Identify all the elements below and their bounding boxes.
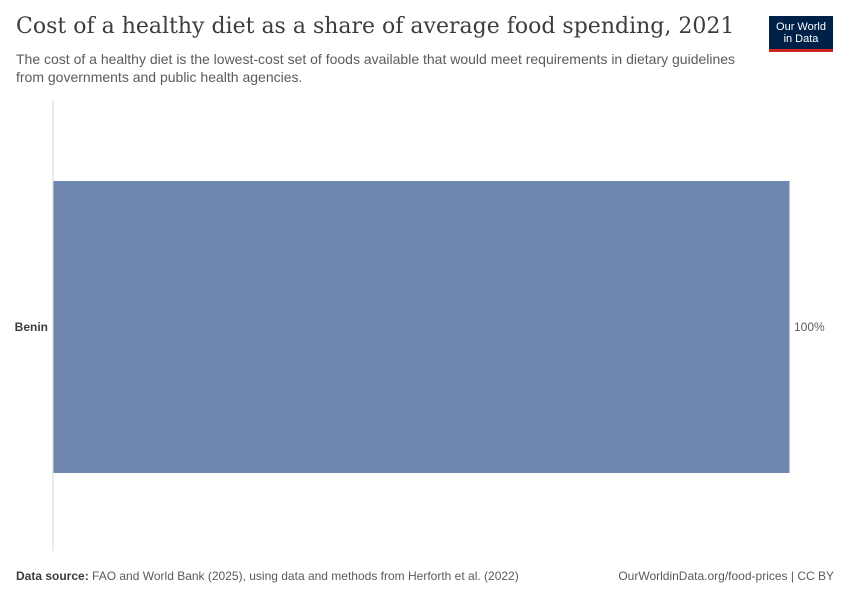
data-source: Data source: FAO and World Bank (2025), … bbox=[16, 569, 519, 583]
data-source-text[interactable]: FAO and World Bank (2025), using data an… bbox=[92, 569, 519, 583]
chart-subtitle: The cost of a healthy diet is the lowest… bbox=[16, 51, 736, 85]
value-label: 100% bbox=[794, 320, 825, 334]
logo-line-2: in Data bbox=[783, 33, 819, 45]
bar-benin bbox=[53, 181, 790, 473]
chart-title: Cost of a healthy diet as a share of ave… bbox=[16, 14, 735, 39]
data-source-label: Data source: bbox=[16, 569, 89, 583]
logo-line-1: Our World bbox=[776, 21, 826, 33]
owid-logo[interactable]: Our World in Data bbox=[769, 16, 833, 52]
category-label: Benin bbox=[15, 320, 48, 334]
url-license[interactable]: OurWorldinData.org/food-prices | CC BY bbox=[618, 569, 834, 583]
